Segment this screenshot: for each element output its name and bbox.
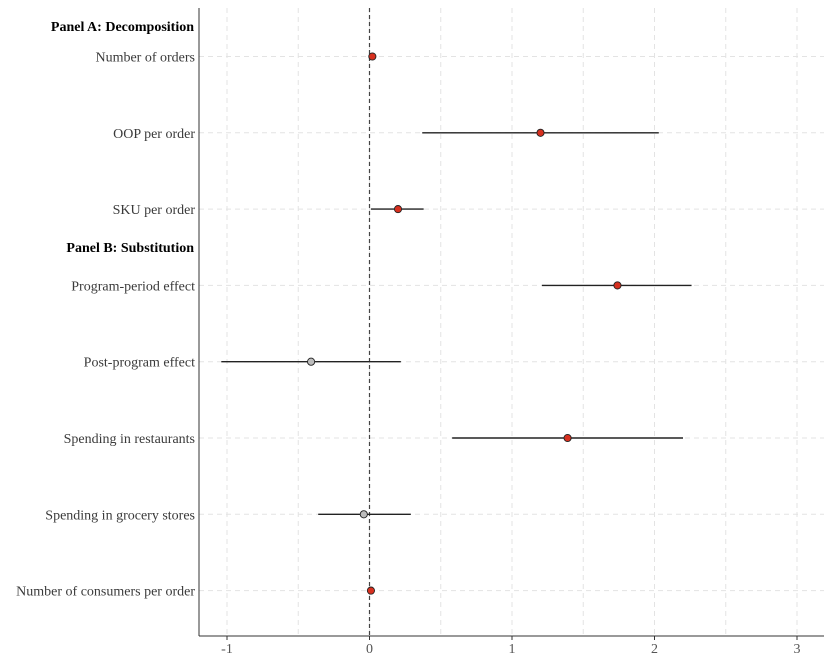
x-tick-label: 1 xyxy=(509,642,516,654)
row-label: Spending in grocery stores xyxy=(45,508,195,523)
x-axis-ticks: -1 0 1 2 3 xyxy=(221,636,801,654)
row-label: Post-program effect xyxy=(84,356,195,371)
point-estimate xyxy=(368,52,377,61)
row-label: Spending in restaurants xyxy=(64,432,195,447)
point-estimate xyxy=(536,128,545,137)
x-tick-label: 0 xyxy=(366,642,373,654)
point-estimate xyxy=(307,357,316,366)
point-estimate xyxy=(359,510,368,519)
row-label: OOP per order xyxy=(113,127,195,142)
x-tick-label: 2 xyxy=(651,642,658,654)
panel-title: Panel A: Decomposition xyxy=(51,20,194,35)
row-label: Number of consumers per order xyxy=(16,585,195,600)
row-labels: Panel A: Decomposition Panel B: Substitut… xyxy=(16,20,195,600)
panel-title: Panel B: Substitution xyxy=(66,241,194,256)
point-estimate xyxy=(563,433,572,443)
grid xyxy=(199,8,824,636)
row-label: Program-period effect xyxy=(71,279,195,294)
row-label: SKU per order xyxy=(113,203,196,218)
x-tick-label: -1 xyxy=(221,642,233,654)
row-label: Number of orders xyxy=(95,51,195,66)
x-tick-label: 3 xyxy=(794,642,801,654)
point-estimate xyxy=(393,205,403,214)
point-estimate xyxy=(613,281,622,290)
estimates xyxy=(221,52,692,595)
point-estimate xyxy=(366,586,375,595)
